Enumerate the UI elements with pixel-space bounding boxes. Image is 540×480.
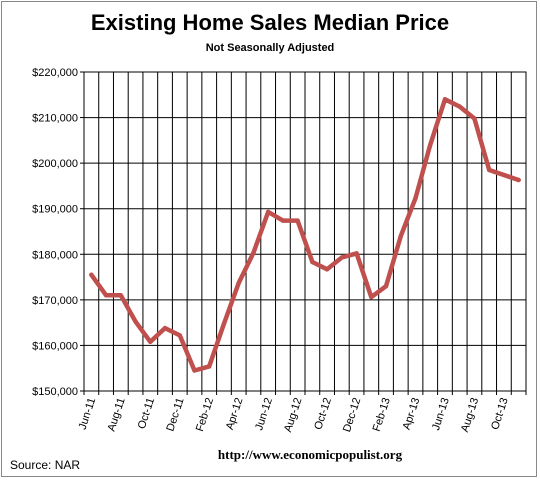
x-axis: Jun-11 Aug-11 Oct-11 Dec-11 Feb-12 Apr-12 Jun-… <box>77 391 527 434</box>
x-tick-label: Jun-11 <box>77 396 99 431</box>
data-point <box>369 294 374 300</box>
y-tick-label: $160,000 <box>32 340 78 352</box>
x-tick-label: Jun-13 <box>430 396 452 432</box>
x-tick-label: Dec-12 <box>341 396 363 433</box>
chart-subtitle: Not Seasonally Adjusted <box>205 42 335 54</box>
data-point <box>295 218 300 223</box>
data-point <box>398 233 403 239</box>
x-tick-label: Apr-12 <box>224 396 246 431</box>
data-point <box>339 255 345 260</box>
y-tick-label: $210,000 <box>32 113 78 125</box>
source-note: Source: NAR <box>10 458 81 472</box>
data-point <box>162 325 168 331</box>
x-tick-label: Aug-13 <box>459 396 481 433</box>
y-tick-label: $220,000 <box>32 67 78 79</box>
y-tick-label: $170,000 <box>32 295 78 307</box>
data-point <box>413 196 418 201</box>
data-point <box>324 267 330 272</box>
x-tick-label: Oct-11 <box>136 396 157 430</box>
data-point <box>383 283 389 289</box>
x-tick-label: Oct-13 <box>489 396 511 431</box>
x-tick-label: Apr-13 <box>401 396 423 431</box>
data-point <box>442 97 448 102</box>
y-tick-label: $190,000 <box>32 204 78 216</box>
x-tick-label: Jun-12 <box>253 396 275 432</box>
data-point <box>457 104 462 109</box>
x-tick-label: Oct-12 <box>312 396 334 431</box>
x-tick-label: Dec-11 <box>164 396 186 433</box>
data-point <box>236 280 241 286</box>
data-point <box>428 142 433 148</box>
data-point <box>133 319 138 324</box>
data-point <box>118 293 124 298</box>
data-point <box>516 177 521 183</box>
data-point <box>280 218 286 223</box>
data-point <box>103 293 109 298</box>
data-point <box>192 368 197 373</box>
data-point <box>265 209 271 215</box>
y-tick-label: $200,000 <box>32 158 78 170</box>
y-tick-label: $150,000 <box>32 386 78 398</box>
series-layer <box>89 97 521 373</box>
data-point <box>486 167 492 173</box>
data-point <box>177 333 182 338</box>
data-point <box>207 364 212 369</box>
series-line-median-price <box>89 97 521 373</box>
grid-lines <box>83 71 527 392</box>
data-point <box>310 259 315 265</box>
x-tick-label: Aug-12 <box>282 396 304 433</box>
y-axis: $150,000 $160,000 $170,000 $180,000 $190,000… <box>32 67 84 398</box>
x-tick-label: Feb-13 <box>371 396 393 433</box>
website-url: http://www.economicpopulist.org <box>217 447 403 462</box>
x-tick-label: Aug-11 <box>106 396 128 433</box>
chart-title: Existing Home Sales Median Price <box>90 10 450 35</box>
data-point <box>221 321 227 326</box>
x-tick-label: Feb-12 <box>194 396 216 433</box>
y-tick-label: $180,000 <box>32 249 78 261</box>
data-point <box>89 272 94 277</box>
data-point <box>501 172 507 178</box>
data-point <box>148 339 153 344</box>
data-point <box>472 116 477 121</box>
data-point <box>354 251 359 256</box>
data-point <box>251 250 256 256</box>
